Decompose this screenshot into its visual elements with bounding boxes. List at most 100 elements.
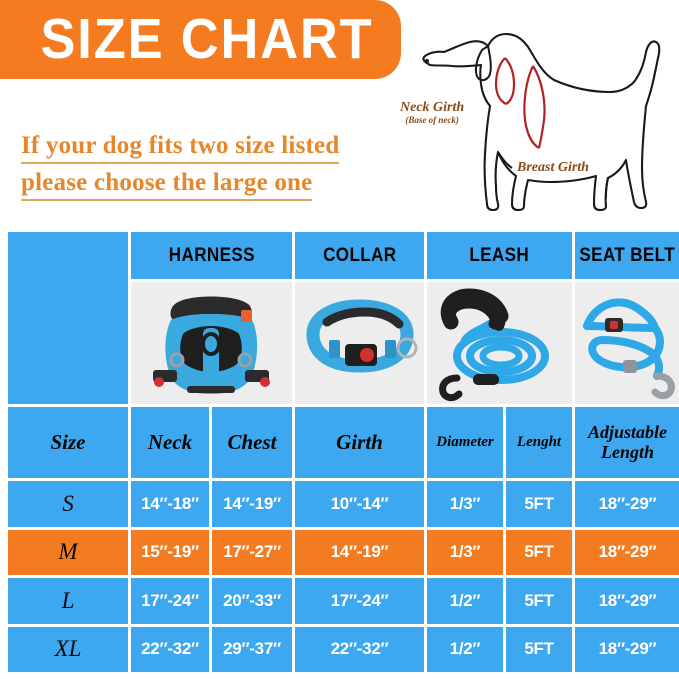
size-label: XL [54,636,82,662]
subheader-label-adjustable-line2: Length [600,441,654,462]
cell-neck: 22″-32″ [131,626,209,672]
value-adjustable: 18″-29″ [598,590,657,610]
subtitle-line-2: please choose the large one [21,168,313,201]
value-diameter: 1/2″ [449,590,481,610]
cell-lenght: 5FT [506,529,572,576]
measurement-header-row: Size Neck Chest Girth Diameter Lenght Ad… [8,407,679,479]
cell-chest: 17″-27″ [212,529,292,576]
value-girth: 17″-24″ [330,590,389,610]
subtitle-line-1: If your dog fits two size listed [21,131,340,164]
cell-chest: 29″-37″ [212,626,292,672]
subheader-label-lenght: Lenght [516,434,562,451]
cell-chest: 20″-33″ [212,578,292,624]
cell-adjustable: 18″-29″ [575,529,679,576]
header-label-harness: HARNESS [168,244,255,266]
value-lenght: 5FT [524,493,554,513]
value-adjustable: 18″-29″ [598,639,657,659]
header-label-collar: COLLAR [322,244,397,266]
subheader-label-size: Size [50,430,86,455]
product-photo-row [131,282,679,404]
header-cell-seat-belt: SEAT BELT [575,232,679,279]
subheader-label-diameter: Diameter [436,434,494,451]
cell-adjustable: 18″-29″ [575,626,679,672]
cell-size: L [8,578,128,624]
subheader-label-adjustable-line1: Adjustable [587,421,667,442]
value-diameter: 1/2″ [449,639,481,659]
collar-photo [295,282,424,404]
value-chest: 14″-19″ [223,493,281,513]
cell-chest: 14″-19″ [212,481,292,527]
subheader-label-chest: Chest [227,430,277,455]
cell-lenght: 5FT [506,481,572,527]
value-neck: 22″-32″ [141,639,199,659]
table-row: XL 22″-32″ 29″-37″ 22″-32″ 1/2″ 5FT 18″-… [8,626,679,672]
cell-size: M [8,529,128,576]
subheader-cell-lenght: Lenght [506,407,572,479]
harness-photo [131,282,292,404]
value-chest: 17″-27″ [223,542,281,562]
table-row: L 17″-24″ 20″-33″ 17″-24″ 1/2″ 5FT 18″-2… [8,578,679,624]
dog-outline-icon [422,32,661,212]
cell-girth: 10″-14″ [295,481,424,527]
cell-neck: 17″-24″ [131,578,209,624]
value-girth: 10″-14″ [330,493,389,513]
leash-photo [427,282,572,404]
value-diameter: 1/3″ [449,493,481,513]
cell-girth: 22″-32″ [295,626,424,672]
header-cell-collar: COLLAR [295,232,424,279]
value-neck: 15″-19″ [141,542,199,562]
leash-illustration [439,288,549,402]
neck-girth-text: Neck Girth [400,100,465,115]
cell-diameter: 1/2″ [427,626,503,672]
page-title: SIZE CHART [40,7,374,71]
subheader-cell-diameter: Diameter [427,407,503,479]
value-girth: 14″-19″ [330,542,389,562]
size-label: L [61,587,75,613]
value-diameter: 1/3″ [449,542,481,562]
value-lenght: 5FT [524,590,554,610]
cell-diameter: 1/3″ [427,481,503,527]
cell-girth: 17″-24″ [295,578,424,624]
value-lenght: 5FT [524,542,554,562]
breast-girth-label: Breast Girth [517,160,589,175]
subheader-label-girth: Girth [336,430,383,455]
subheader-cell-size: Size [8,407,128,479]
value-neck: 14″-18″ [141,493,199,513]
cell-neck: 15″-19″ [131,529,209,576]
cell-diameter: 1/2″ [427,578,503,624]
size-label: M [58,539,78,565]
table-row: M 15″-19″ 17″-27″ 14″-19″ 1/3″ 5FT 18″-2… [8,529,679,576]
cell-diameter: 1/3″ [427,529,503,576]
neck-girth-label: Neck Girth (Base of neck) [400,100,464,125]
subheader-cell-girth: Girth [295,407,424,479]
table-top-section: HARNESS COLLAR LEASH SEAT BELT [8,232,679,404]
value-girth: 22″-32″ [330,639,389,659]
cell-adjustable: 18″-29″ [575,578,679,624]
header-cell-harness: HARNESS [131,232,292,279]
cell-size: XL [8,626,128,672]
subtitle-block: If your dog fits two size listed please … [21,131,401,205]
cell-lenght: 5FT [506,626,572,672]
product-header-row: HARNESS COLLAR LEASH SEAT BELT [131,232,679,279]
table-corner-cell [8,232,128,404]
collar-illustration [306,299,418,373]
subheader-cell-neck: Neck [131,407,209,479]
size-chart-table: HARNESS COLLAR LEASH SEAT BELT [8,232,679,672]
value-chest: 20″-33″ [223,590,281,610]
neck-girth-subtext: (Base of neck) [405,115,459,125]
seatbelt-photo [575,282,679,404]
cell-adjustable: 18″-29″ [575,481,679,527]
subheader-cell-adjustable-length: Adjustable Length [575,407,679,479]
cell-size: S [8,481,128,527]
seatbelt-illustration [583,298,675,400]
header-label-leash: LEASH [469,244,530,266]
title-banner: SIZE CHART [0,0,401,79]
header-label-seat-belt: SEAT BELT [579,244,676,266]
cell-girth: 14″-19″ [295,529,424,576]
size-label: S [62,490,74,516]
table-row: S 14″-18″ 14″-19″ 10″-14″ 1/3″ 5FT 18″-2… [8,481,679,527]
subheader-cell-chest: Chest [212,407,292,479]
dog-measurement-diagram: Neck Girth (Base of neck) Breast Girth [392,8,679,222]
subheader-label-neck: Neck [147,430,193,455]
header-cell-leash: LEASH [427,232,572,279]
